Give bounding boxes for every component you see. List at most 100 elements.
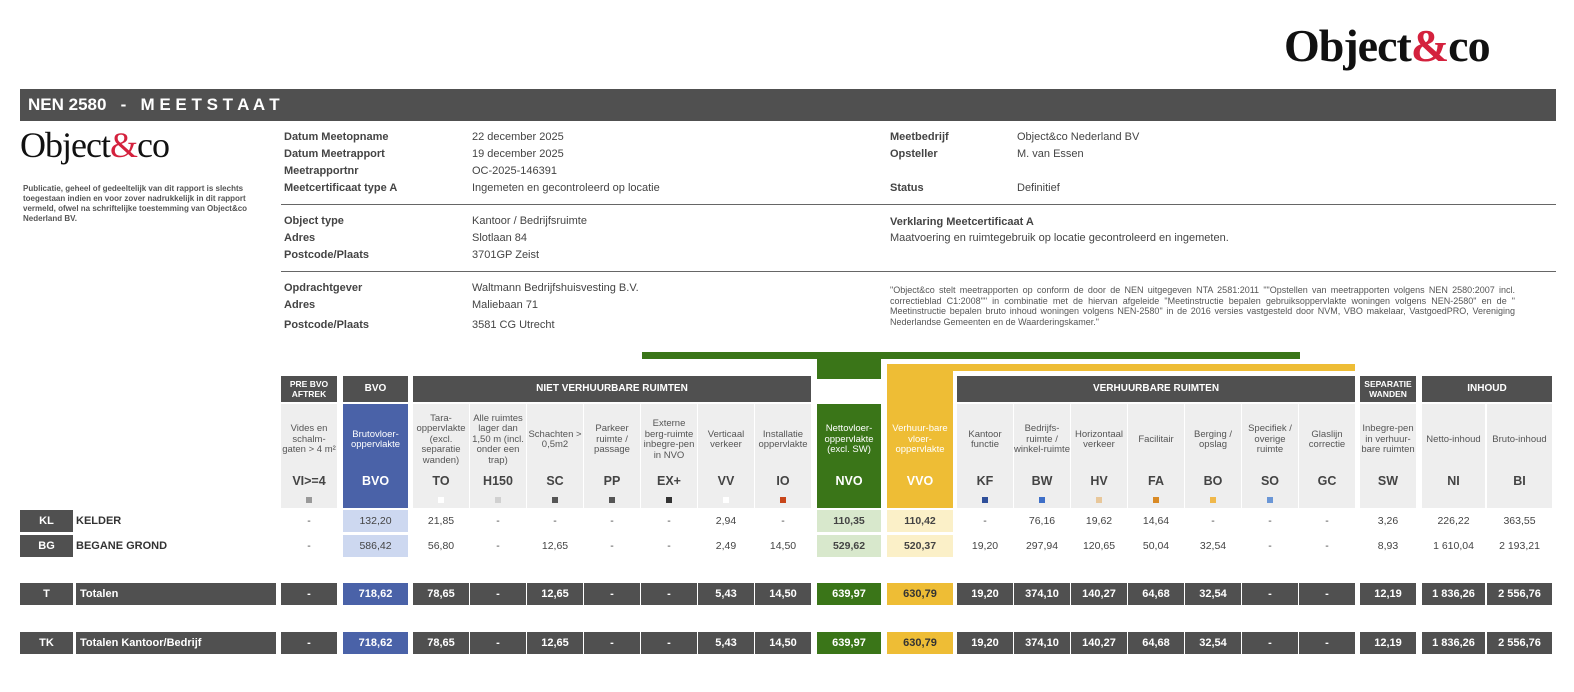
cell-gc: - [1325,515,1329,527]
col-header-hv: Horizontaal verkeer HV [1071,404,1127,508]
verklaring-value: Maatvoering en ruimtegebruik op locatie … [890,232,1229,244]
cell-to: 78,65 [413,632,469,654]
cell-vvo: 520,37 [887,535,953,557]
col-code: PP [603,474,621,488]
col-header-kf: Kantoor functie KF [957,404,1013,508]
cell-bo: 32,54 [1199,540,1227,552]
legend-swatch [780,496,786,503]
cell-vi4: - [281,632,337,654]
col-header-so: Specifiek / overige ruimte SO [1242,404,1298,508]
col-code: SO [1260,474,1280,488]
row-code: TK [20,632,73,654]
cell-sc: 12,65 [527,583,583,605]
legend-swatch [373,497,379,503]
legend-swatch [306,496,312,503]
legend-swatch [1324,497,1330,503]
cell-bvo: 132,20 [343,510,408,532]
cell-pp: - [584,632,640,654]
col-code: IO [776,474,790,488]
cell-bw: 374,10 [1014,632,1070,654]
legend-swatch [1517,497,1523,503]
col-desc: Netto-inhoud [1426,433,1481,445]
nen-quote: "Object&co stelt meetrapporten op confor… [890,285,1515,327]
col-desc: Brutovloer-oppervlakte [350,428,401,450]
cell-ni: 1 610,04 [1433,540,1474,552]
legend-swatch [723,496,729,503]
cell-io: - [781,515,785,527]
legend-swatch [438,496,444,503]
cell-fa: 14,64 [1142,515,1170,527]
cell-vv: 2,94 [715,515,737,527]
opdracht-value-1: Maliebaan 71 [472,299,539,311]
cell-nvo: 639,97 [817,632,881,654]
divider-1 [281,204,1556,205]
col-code: EX+ [657,474,681,488]
cell-hv: 120,65 [1082,540,1116,552]
right-value-2: Definitief [1017,182,1060,194]
col-code: BI [1513,474,1526,488]
cell-bvo: 718,62 [343,632,408,654]
cell-sw: 3,26 [1377,515,1399,527]
cell-bi: 2 556,76 [1487,632,1552,654]
legend-swatch [1267,496,1273,503]
cell-vi4: - [307,540,311,552]
legend-swatch [1451,497,1457,503]
cell-to: 78,65 [413,583,469,605]
legend-swatch [846,497,852,503]
left-label-1: Datum Meetrapport [284,148,385,160]
row-name: BEGANE GROND [76,540,168,552]
legend-swatch [1385,497,1391,503]
col-header-ex: Externe berg-ruimte inbegre-pen in NVO EX… [641,404,697,508]
title-sep: - [120,95,127,114]
cell-ex: - [641,632,697,654]
col-desc: Bedrijfs-ruimte / winkel-ruimte [1014,423,1070,456]
col-header-vv: Verticaal verkeer VV [698,404,754,508]
col-desc: Horizontaal verkeer [1074,428,1124,450]
cell-ni: 226,22 [1437,515,1470,527]
col-desc: Inbegre-pen in verhuur-bare ruimten [1361,423,1415,456]
object-label-0: Object type [284,215,344,227]
col-code: VI>=4 [292,474,326,488]
cell-nvo: 529,62 [817,535,881,557]
left-label-0: Datum Meetopname [284,131,389,143]
cell-hv: 19,62 [1085,515,1113,527]
cell-so: - [1242,583,1298,605]
cell-so: - [1268,540,1272,552]
col-code: KF [976,474,994,488]
cell-fa: 50,04 [1142,540,1170,552]
col-header-bvo: Brutovloer-oppervlakte BVO [343,404,408,508]
cell-bi: 2 556,76 [1487,583,1552,605]
divider-2 [281,271,1556,272]
object-value-2: 3701GP Zeist [472,249,540,261]
title-nen: NEN 2580 [28,95,107,114]
col-code: H150 [483,474,513,488]
col-desc: Vides en schalm-gaten > 4 m² [282,423,336,456]
col-header-bo: Berging / opslag BO [1185,404,1241,508]
cell-bvo: 718,62 [343,583,408,605]
col-code: BVO [361,474,390,488]
cell-kf: - [983,515,987,527]
group-inhoud: INHOUD [1422,376,1552,402]
col-code: SW [1377,474,1399,488]
group-prebvo: PRE BVO AFTREK [281,376,337,402]
cell-pp: - [610,540,614,552]
row-name: Totalen Kantoor/Bedrijf [76,632,276,654]
cell-pp: - [584,583,640,605]
cell-hv: 140,27 [1071,632,1127,654]
legend-swatch [495,496,501,503]
col-desc: Bruto-inhoud [1492,433,1547,445]
col-code: BO [1203,474,1223,488]
col-header-h150: Alle ruimtes lager dan 1,50 m (incl. ond… [470,404,526,508]
cell-vv: 5,43 [698,583,754,605]
cell-hv: 140,27 [1071,583,1127,605]
cell-so: - [1242,632,1298,654]
legend-swatch [609,496,615,503]
col-code: NVO [835,474,863,488]
col-desc: Parkeer ruimte / passage [594,423,630,456]
object-label-1: Adres [284,232,316,244]
opdracht-value-0: Waltmann Bedrijfshuisvesting B.V. [472,282,639,294]
col-header-vvo: Verhuur-bare vloer-oppervlakte VVO [887,404,953,508]
col-code: SC [546,474,564,488]
cell-h150: - [496,515,500,527]
left-value-3: Ingemeten en gecontroleerd op locatie [472,182,660,194]
